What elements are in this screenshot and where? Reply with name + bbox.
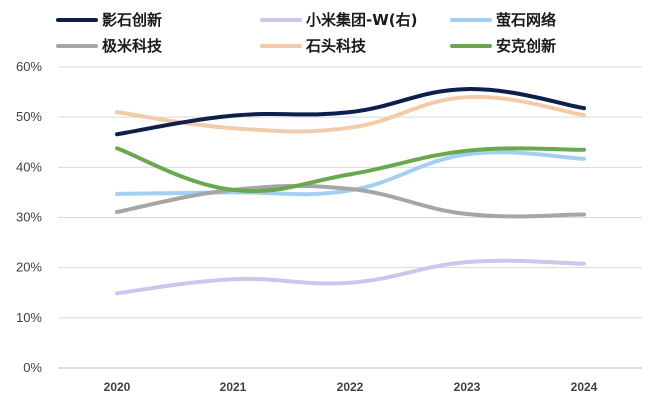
legend-label: 影石创新	[102, 11, 162, 29]
legend-item: 影石创新	[56, 11, 162, 29]
legend-item: 安克创新	[450, 37, 556, 55]
series-line-5	[115, 146, 586, 194]
plot-area	[115, 87, 586, 296]
legend-item: 石头科技	[260, 37, 367, 55]
series-line-4	[115, 94, 586, 134]
legend-label: 极米科技	[102, 37, 163, 55]
x-tick-label: 2020	[104, 380, 131, 394]
legend-item: 极米科技	[56, 37, 163, 55]
y-tick-label: 10%	[16, 310, 42, 325]
x-axis: 2020 2021 2022 2023 2024	[104, 380, 598, 394]
x-tick-label: 2024	[571, 380, 598, 394]
x-tick-label: 2022	[337, 380, 364, 394]
x-tick-label: 2023	[454, 380, 481, 394]
y-tick-label: 30%	[16, 210, 42, 225]
legend-label: 萤石网络	[496, 11, 556, 29]
series-line-1	[115, 258, 586, 296]
y-tick-label: 50%	[16, 109, 42, 124]
legend-label: 石头科技	[305, 37, 367, 55]
y-tick-label: 20%	[16, 260, 42, 275]
legend-item: 小米集团-W(右)	[260, 11, 417, 29]
y-tick-label: 40%	[16, 159, 42, 174]
legend-item: 萤石网络	[450, 11, 556, 29]
x-tick-label: 2021	[220, 380, 247, 394]
y-tick-label: 0%	[23, 360, 42, 375]
series-line-0	[115, 87, 586, 137]
legend-label: 安克创新	[496, 37, 556, 55]
y-axis: 0% 10% 20% 30% 40% 50% 60%	[16, 59, 42, 375]
series-line-3	[115, 183, 586, 219]
y-tick-label: 60%	[16, 59, 42, 74]
legend-label: 小米集团-W(右)	[306, 11, 417, 29]
